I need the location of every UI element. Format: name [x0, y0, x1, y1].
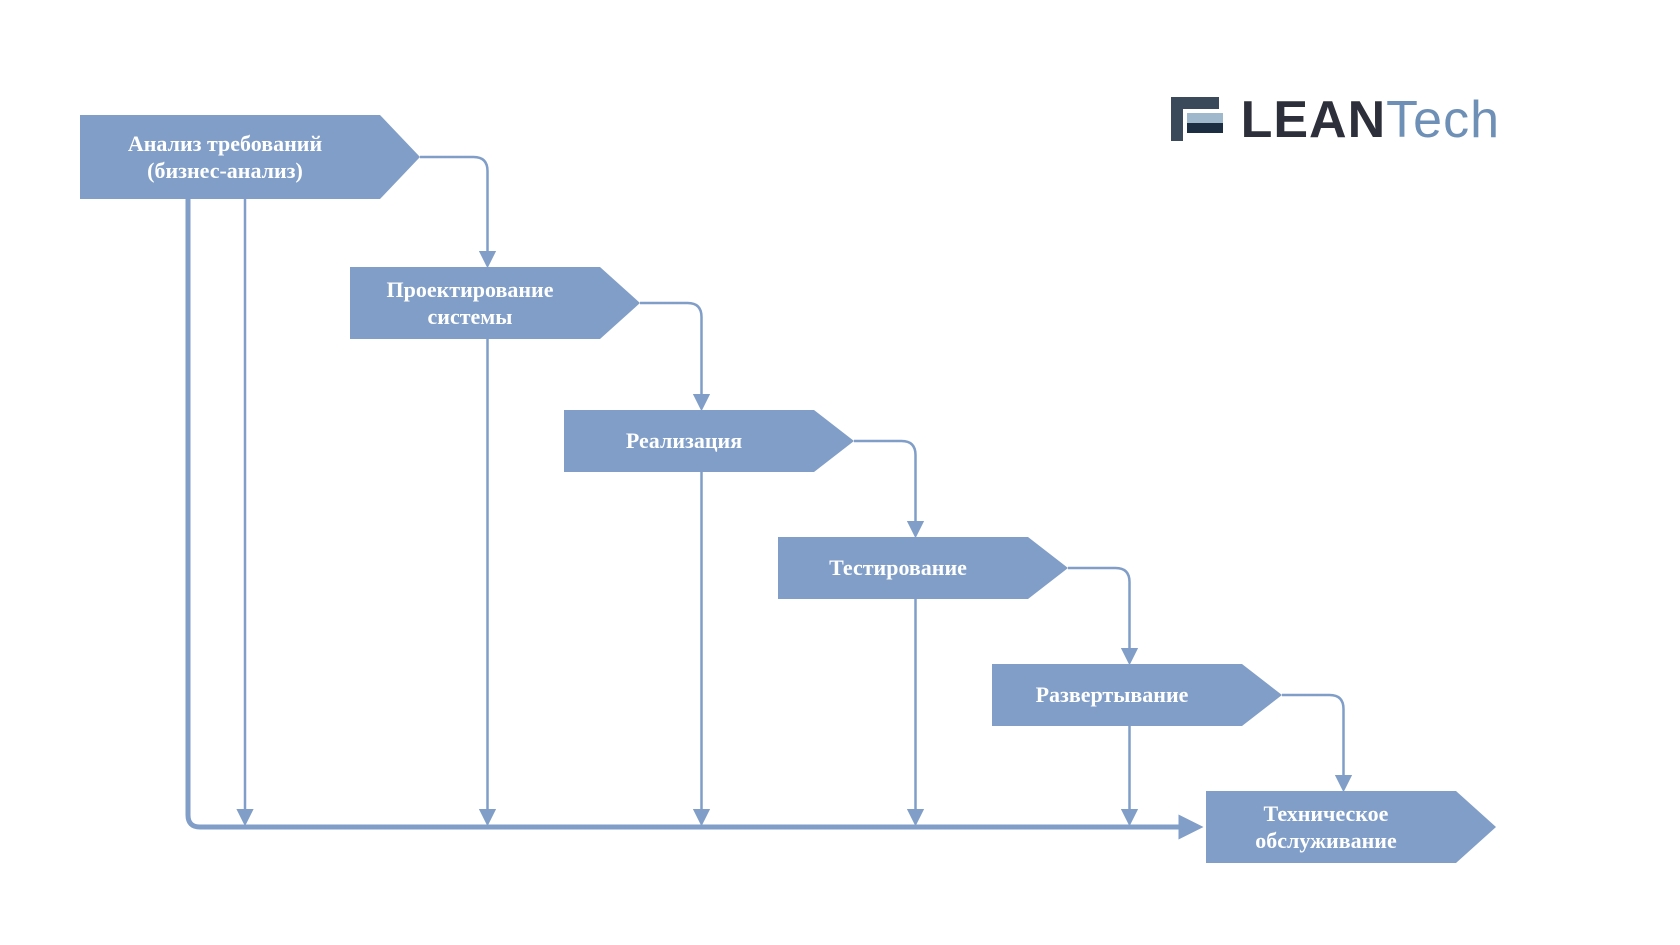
logo: LEANTech [1169, 90, 1500, 150]
stage-s5: Развертывание [992, 664, 1242, 726]
logo-icon [1169, 95, 1227, 145]
stage-label: Проектированиесистемы [379, 276, 562, 331]
baseline-arrow [188, 199, 1196, 827]
stage-s1: Анализ требований(бизнес-анализ) [80, 115, 380, 199]
elbow-connector [640, 303, 702, 406]
stage-label: Реализация [618, 427, 750, 455]
elbow-connector [1282, 695, 1344, 787]
elbow-connector [420, 157, 488, 263]
stage-s6: Техническоеобслуживание [1206, 791, 1456, 863]
logo-text-tech: Tech [1386, 91, 1500, 149]
stage-s3: Реализация [564, 410, 814, 472]
stage-label: Анализ требований(бизнес-анализ) [120, 130, 330, 185]
stage-s2: Проектированиесистемы [350, 267, 600, 339]
stage-label: Развертывание [1028, 681, 1197, 709]
elbow-connector [854, 441, 916, 533]
stage-label: Тестирование [821, 554, 975, 582]
elbow-connector [1068, 568, 1130, 660]
logo-text-lean: LEAN [1241, 91, 1387, 149]
logo-text: LEANTech [1241, 90, 1500, 150]
stage-label: Техническоеобслуживание [1247, 800, 1404, 855]
stage-s4: Тестирование [778, 537, 1028, 599]
